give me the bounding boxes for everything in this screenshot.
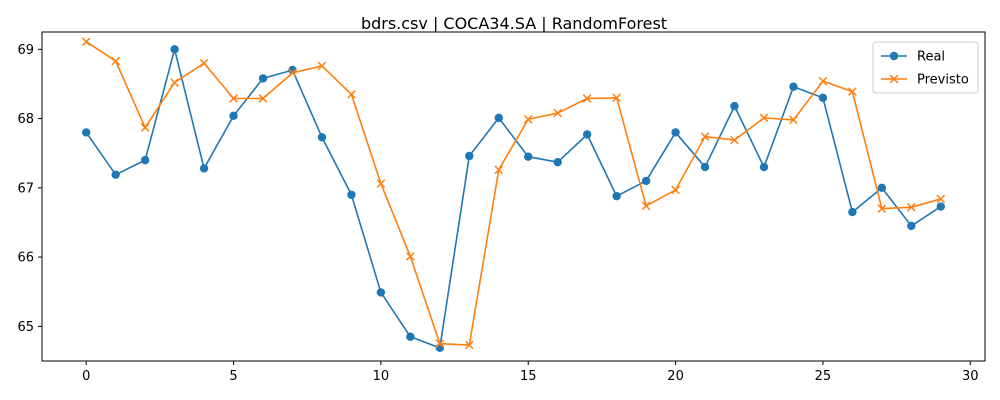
data-point-real: [317, 133, 327, 142]
legend-box: [872, 41, 979, 94]
data-point-previsto: [406, 252, 415, 261]
data-point-previsto: [435, 339, 445, 349]
plot-frame: [41, 31, 986, 362]
series-line-previsto: [85, 41, 942, 346]
legend-item-real: Real: [881, 50, 945, 65]
data-point-previsto: [464, 340, 474, 350]
x-tick-label: 10: [373, 369, 390, 384]
data-point-previsto: [494, 165, 504, 175]
data-point-previsto: [877, 204, 887, 213]
legend-item-previsto: Previsto: [881, 73, 969, 88]
data-point-real: [199, 164, 209, 173]
y-tick-label: 67: [17, 181, 34, 196]
x-tick-label: 15: [520, 369, 537, 384]
x-tick-label: 5: [229, 369, 237, 384]
data-point-previsto: [641, 201, 651, 211]
series-real: [82, 45, 945, 353]
data-point-previsto: [789, 115, 798, 125]
data-point-real: [553, 158, 562, 167]
data-point-previsto: [229, 94, 238, 103]
data-point-real: [435, 343, 445, 353]
data-point-previsto: [258, 94, 268, 103]
chart-title: bdrs.csv | COCA34.SA | RandomForest: [361, 14, 667, 33]
data-point-real: [347, 190, 356, 199]
x-tick-label: 25: [815, 369, 832, 384]
legend-label-real: Real: [917, 50, 945, 65]
data-point-real: [111, 170, 120, 179]
data-point-real: [730, 101, 739, 111]
data-point-previsto: [730, 135, 739, 145]
data-point-previsto: [848, 87, 857, 96]
legend-marker-real: [889, 51, 899, 61]
legend-label-previsto: Previsto: [917, 73, 969, 88]
data-point-previsto: [818, 76, 828, 86]
data-point-previsto: [936, 194, 946, 204]
data-point-previsto: [553, 108, 563, 118]
series-layer: [81, 37, 946, 353]
data-point-previsto: [612, 93, 621, 103]
data-point-real: [759, 162, 769, 172]
x-tick-label: 0: [82, 369, 90, 384]
data-point-previsto: [523, 114, 533, 124]
data-point-real: [789, 82, 798, 91]
data-point-previsto: [906, 202, 916, 212]
data-point-real: [818, 93, 828, 103]
data-point-real: [907, 221, 916, 231]
data-point-real: [524, 152, 533, 161]
x-tick-label: 30: [962, 369, 979, 384]
data-point-real: [170, 45, 179, 54]
legend: Real Previsto: [872, 41, 979, 94]
data-point-previsto: [671, 185, 680, 195]
legend-marker-previsto: [889, 74, 899, 84]
data-point-previsto: [376, 179, 386, 189]
data-point-real: [494, 113, 503, 123]
data-point-real: [641, 176, 651, 186]
y-tick-label: 69: [17, 43, 34, 58]
data-point-previsto: [759, 113, 769, 123]
data-point-real: [376, 288, 386, 297]
data-point-previsto: [582, 94, 592, 103]
y-axis: 65 66 67 68 69: [17, 43, 42, 335]
data-point-previsto: [81, 37, 91, 47]
x-tick-label: 20: [667, 369, 684, 384]
x-axis: 0 5 10 15 20 25 30: [82, 361, 979, 384]
y-tick-label: 65: [17, 320, 34, 335]
y-tick-label: 66: [17, 251, 34, 266]
data-point-real: [612, 191, 621, 201]
data-point-real: [936, 202, 945, 211]
data-point-previsto: [317, 61, 327, 71]
data-point-real: [877, 183, 887, 193]
data-point-previsto: [170, 78, 179, 87]
data-point-previsto: [140, 123, 150, 132]
data-point-previsto: [700, 132, 710, 141]
series-previsto: [81, 37, 946, 350]
data-point-real: [258, 74, 268, 83]
data-point-real: [82, 128, 91, 137]
data-point-real: [465, 151, 474, 161]
data-point-real: [406, 332, 415, 341]
data-point-real: [700, 162, 710, 172]
data-point-real: [229, 111, 238, 121]
data-point-real: [671, 128, 680, 137]
plot-area: [42, 32, 985, 361]
data-point-previsto: [111, 56, 121, 66]
data-point-previsto: [288, 68, 297, 78]
series-line-real: [85, 48, 942, 349]
y-tick-label: 68: [17, 112, 34, 127]
data-point-real: [140, 155, 150, 165]
data-point-previsto: [199, 58, 209, 68]
data-point-previsto: [347, 90, 356, 99]
data-point-real: [848, 207, 857, 217]
data-point-real: [582, 130, 592, 139]
